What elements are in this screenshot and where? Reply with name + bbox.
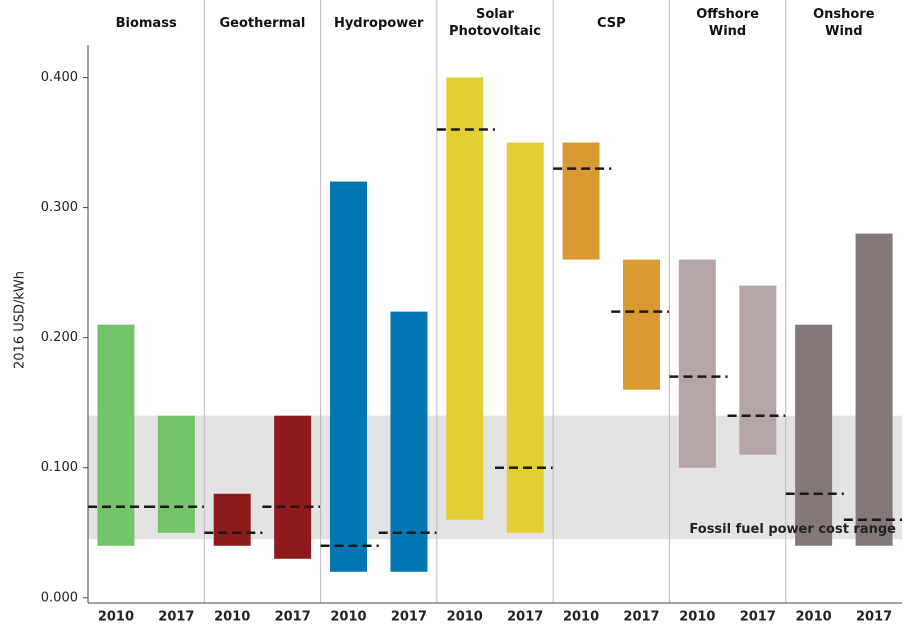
range-bar (506, 142, 544, 533)
fossil-band (88, 415, 902, 540)
x-tick-label: 2010 (98, 610, 134, 625)
y-tick-label: 0.300 (41, 200, 78, 215)
range-bar (390, 311, 428, 572)
group-title: Onshore Wind (813, 7, 875, 39)
range-bar (795, 324, 833, 546)
x-tick-label: 2010 (679, 610, 715, 625)
x-tick-label: 2017 (158, 610, 194, 625)
group-title: Biomass (115, 15, 177, 31)
range-bar (329, 181, 367, 572)
y-axis-label: 2016 USD/kWh (13, 271, 28, 369)
range-bar (446, 77, 484, 520)
x-tick-label: 2017 (391, 610, 427, 625)
x-tick-label: 2010 (214, 610, 250, 625)
x-tick-label: 2017 (740, 610, 776, 625)
y-tick-label: 0.200 (41, 330, 78, 345)
x-tick-label: 2017 (623, 610, 659, 625)
group-title: CSP (596, 15, 626, 31)
range-bar (213, 493, 251, 546)
group-title: Offshore Wind (696, 7, 759, 39)
range-bar (739, 285, 777, 455)
x-tick-label: 2010 (563, 610, 599, 625)
band-label: Fossil fuel power cost range (689, 522, 896, 537)
x-tick-label: 2017 (507, 610, 543, 625)
group-title: Hydropower (333, 15, 424, 31)
range-bar (623, 259, 661, 390)
x-tick-label: 2017 (275, 610, 311, 625)
y-tick-label: 0.400 (41, 70, 78, 85)
range-bar (157, 415, 195, 533)
x-tick-label: 2010 (796, 610, 832, 625)
group-title: Geothermal (219, 15, 306, 31)
x-tick-label: 2010 (447, 610, 483, 625)
range-bar (562, 142, 600, 260)
x-tick-label: 2010 (330, 610, 366, 625)
range-bar (678, 259, 716, 468)
range-bar (97, 324, 135, 546)
group-title: Solar Photovoltaic (449, 7, 541, 39)
y-tick-label: 0.000 (41, 590, 78, 605)
range-bar (855, 233, 893, 546)
y-tick-label: 0.100 (41, 460, 78, 475)
range-bar (274, 415, 312, 559)
x-tick-label: 2017 (856, 610, 892, 625)
